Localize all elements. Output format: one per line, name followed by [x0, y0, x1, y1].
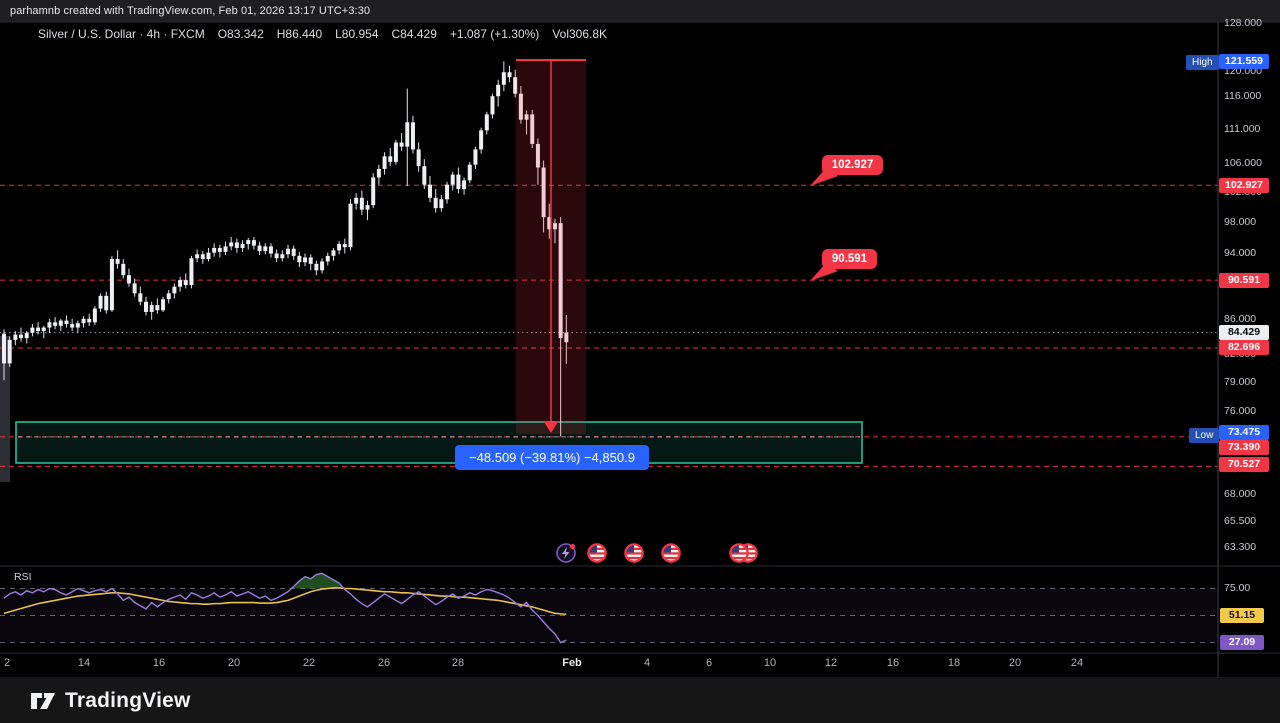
tradingview-logo-text: TradingView [65, 689, 191, 712]
price-tick-63.300: 63.300 [1224, 540, 1257, 553]
price-tick-116.000: 116.000 [1224, 90, 1262, 103]
price-tick-76.000: 76.000 [1224, 404, 1257, 417]
price-tick-106.000: 106.000 [1224, 157, 1262, 170]
time-tick-12: 12 [824, 657, 838, 669]
event-flag-icon[interactable] [661, 543, 681, 563]
event-flag-icon[interactable] [624, 543, 644, 563]
price-change: +1.087 (+1.30%) [449, 27, 540, 41]
price-callout-90[interactable]: 90.591 [822, 249, 877, 269]
time-tick-22: 22 [302, 657, 316, 669]
event-flash-icon[interactable] [556, 543, 576, 563]
price-tick-86.000: 86.000 [1224, 312, 1257, 325]
tradingview-logo-icon [31, 693, 55, 709]
price-tick-111.000: 111.000 [1224, 123, 1261, 135]
attribution-text: parhamnb created with TradingView.com, F… [10, 5, 371, 17]
time-tick-16: 16 [886, 657, 900, 669]
rsi-ma-line [3, 587, 567, 616]
price-badge-121.559: 121.559 [1219, 53, 1269, 69]
price-badge-82.696: 82.696 [1219, 340, 1269, 356]
rsi-axis-tick: 75.00 [1224, 582, 1251, 594]
price-tick-98.000: 98.000 [1224, 215, 1257, 228]
event-flag-icon[interactable] [587, 543, 607, 563]
price-badge-90.591: 90.591 [1219, 272, 1269, 288]
rsi-line [3, 572, 567, 644]
price-tick-128.000: 128.000 [1224, 17, 1262, 29]
rsi-indicator-label[interactable]: RSI [14, 571, 32, 583]
time-tick-20: 20 [227, 657, 241, 669]
symbol-legend[interactable]: Silver / U.S. Dollar · 4h · FXCM O83.342… [38, 27, 607, 41]
time-tick-20: 20 [1008, 657, 1022, 669]
rsi-ma-value-badge: 51.15 [1220, 608, 1264, 623]
price-badge-70.527: 70.527 [1219, 456, 1269, 472]
time-tick-18: 18 [947, 657, 961, 669]
time-tick-Feb: Feb [562, 657, 582, 669]
event-flag-icon[interactable] [729, 543, 758, 563]
price-badge-84.429: 84.429 [1219, 325, 1269, 341]
tradingview-logo[interactable]: TradingView [30, 689, 191, 713]
price-tick-94.000: 94.000 [1224, 246, 1257, 259]
attribution-bar: parhamnb created with TradingView.com, F… [0, 0, 1280, 22]
symbol-title[interactable]: Silver / U.S. Dollar · 4h · FXCM [38, 27, 205, 41]
price-callout-102[interactable]: 102.927 [822, 155, 883, 175]
time-tick-16: 16 [152, 657, 166, 669]
time-tick-24: 24 [1070, 657, 1084, 669]
volume-value: Vol306.8K [552, 27, 608, 41]
time-tick-14: 14 [77, 657, 91, 669]
measure-tool-label[interactable]: −48.509 (−39.81%) −4,850.9 [455, 445, 649, 470]
rsi-value-badge: 27.09 [1220, 635, 1264, 650]
price-tick-65.500: 65.500 [1224, 515, 1257, 528]
price-tick-68.000: 68.000 [1224, 487, 1257, 500]
ohlc-high: H86.440 [276, 27, 323, 41]
price-badge-73.475: 73.475 [1219, 425, 1269, 441]
time-tick-26: 26 [377, 657, 391, 669]
time-tick-4: 4 [643, 657, 651, 669]
high-marker-label: High [1186, 55, 1219, 70]
price-badge-102.927: 102.927 [1219, 177, 1269, 193]
time-tick-28: 28 [451, 657, 465, 669]
bottom-logo-bar: TradingView [0, 679, 1280, 723]
price-tick-79.000: 79.000 [1224, 376, 1257, 388]
ohlc-open: O83.342 [217, 27, 264, 41]
time-tick-10: 10 [763, 657, 777, 669]
time-tick-2: 2 [3, 657, 11, 669]
low-marker-label: Low [1189, 428, 1220, 443]
measure-arrow-down-icon [544, 422, 558, 433]
ohlc-low: L80.954 [335, 27, 379, 41]
demand-zone-box [15, 421, 863, 464]
price-badge-73.390: 73.390 [1219, 440, 1269, 456]
ohlc-close: C84.429 [391, 27, 437, 41]
time-tick-6: 6 [705, 657, 713, 669]
